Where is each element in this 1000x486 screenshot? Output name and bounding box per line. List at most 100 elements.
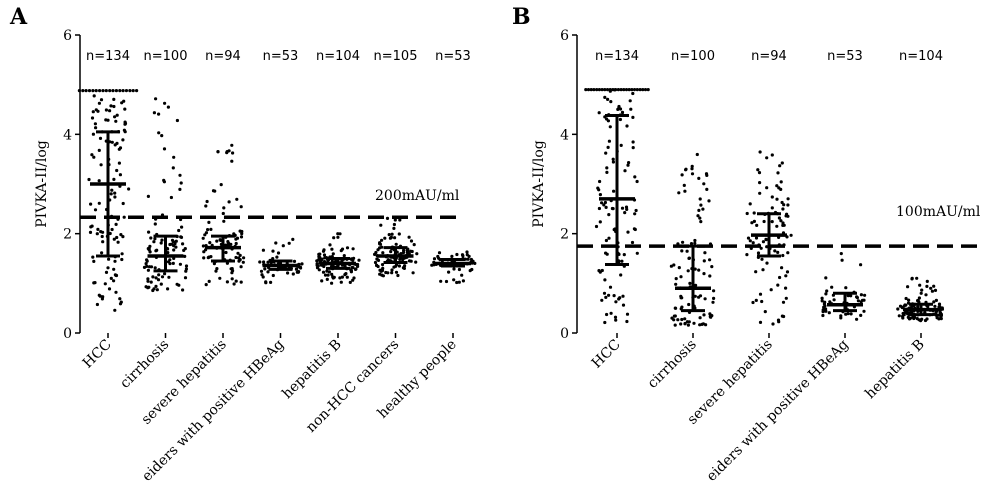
data-point xyxy=(152,111,156,115)
data-point xyxy=(677,266,681,270)
data-point xyxy=(775,197,779,201)
data-point xyxy=(287,241,291,245)
data-point xyxy=(824,307,828,311)
data-point xyxy=(225,151,229,155)
data-point xyxy=(168,242,172,247)
category-label: cirrhosis xyxy=(645,337,700,392)
data-point xyxy=(687,302,691,307)
data-point xyxy=(112,177,116,181)
data-point xyxy=(84,89,88,93)
data-point xyxy=(328,243,332,247)
data-point xyxy=(916,305,920,309)
data-point xyxy=(698,197,702,201)
data-point xyxy=(466,257,470,261)
data-point xyxy=(300,262,304,266)
data-point xyxy=(460,273,464,277)
data-point xyxy=(113,259,117,263)
data-point xyxy=(148,244,152,248)
data-point xyxy=(606,119,611,123)
panel-b-y-tick-label: 6 xyxy=(560,28,569,44)
data-point xyxy=(778,275,782,280)
data-point xyxy=(115,141,119,145)
data-point xyxy=(832,298,836,302)
data-point xyxy=(128,89,132,93)
data-point xyxy=(630,240,635,245)
data-point xyxy=(390,268,394,272)
data-point xyxy=(457,280,461,284)
data-point xyxy=(633,227,637,232)
data-point xyxy=(938,310,942,314)
data-point xyxy=(745,211,749,216)
data-point xyxy=(101,230,105,234)
data-point xyxy=(750,221,754,225)
data-point xyxy=(87,89,92,93)
data-point xyxy=(234,241,238,246)
data-point xyxy=(390,232,394,236)
data-point xyxy=(641,88,645,92)
data-point xyxy=(904,296,908,301)
data-point xyxy=(432,257,437,261)
data-point xyxy=(154,97,158,101)
data-point xyxy=(631,115,635,119)
data-point xyxy=(746,236,751,240)
data-point xyxy=(317,255,321,259)
data-point xyxy=(748,202,752,206)
data-point xyxy=(840,258,844,262)
data-point xyxy=(776,250,780,254)
data-point xyxy=(276,251,281,255)
data-point xyxy=(624,88,629,92)
data-point xyxy=(748,239,752,243)
data-point xyxy=(439,279,443,283)
category-label: cirrhosis xyxy=(117,337,172,392)
data-point xyxy=(91,132,95,136)
data-point xyxy=(780,200,784,205)
data-point xyxy=(606,145,610,149)
data-point xyxy=(392,226,396,230)
data-point xyxy=(179,217,183,222)
n-label: n=105 xyxy=(374,49,418,64)
data-point xyxy=(118,297,122,301)
data-point xyxy=(212,262,216,266)
data-point xyxy=(184,264,189,268)
data-point xyxy=(98,136,103,140)
data-point xyxy=(781,207,785,211)
data-point xyxy=(859,313,863,317)
data-point xyxy=(917,296,922,300)
data-point xyxy=(635,88,639,92)
data-point xyxy=(669,264,674,268)
data-point xyxy=(707,199,711,203)
data-point xyxy=(603,200,608,205)
data-point xyxy=(430,263,434,267)
data-point xyxy=(116,217,120,221)
data-point xyxy=(113,191,117,195)
data-point xyxy=(625,312,630,316)
data-point xyxy=(231,151,235,155)
data-point xyxy=(619,273,623,277)
data-point xyxy=(602,291,607,295)
data-point xyxy=(115,113,119,117)
data-point xyxy=(622,88,626,92)
data-point xyxy=(695,152,699,157)
data-point xyxy=(110,140,114,144)
data-point xyxy=(703,297,707,301)
data-point xyxy=(749,246,753,250)
data-point xyxy=(171,240,176,244)
data-point xyxy=(215,267,219,271)
data-point xyxy=(621,303,626,307)
data-point xyxy=(702,182,706,186)
data-point xyxy=(614,318,618,322)
data-point xyxy=(298,265,302,269)
data-point xyxy=(598,220,602,224)
data-point xyxy=(635,251,639,255)
data-point xyxy=(94,89,98,93)
data-points xyxy=(745,150,793,326)
data-point xyxy=(163,101,167,105)
data-point xyxy=(933,288,938,292)
data-point xyxy=(777,243,781,247)
data-point xyxy=(925,279,929,283)
data-point xyxy=(620,110,625,114)
data-point xyxy=(113,115,117,119)
data-point xyxy=(777,186,781,190)
data-point xyxy=(401,257,405,261)
data-point xyxy=(232,282,236,286)
